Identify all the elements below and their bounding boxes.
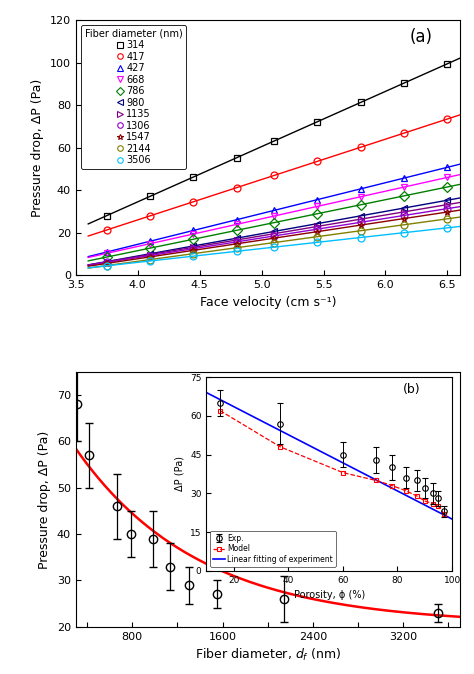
X-axis label: Fiber diameter, $d_f$ (nm): Fiber diameter, $d_f$ (nm) <box>195 647 341 663</box>
Legend: 314, 417, 427, 668, 786, 980, 1135, 1306, 1547, 2144, 3506: 314, 417, 427, 668, 786, 980, 1135, 1306… <box>81 25 186 169</box>
X-axis label: Face velocity (cm s⁻¹): Face velocity (cm s⁻¹) <box>200 295 336 309</box>
Text: (a): (a) <box>410 28 433 46</box>
Y-axis label: Pressure drop, ΔP (Pa): Pressure drop, ΔP (Pa) <box>38 430 51 568</box>
Y-axis label: Pressure drop, ΔP (Pa): Pressure drop, ΔP (Pa) <box>31 79 44 217</box>
